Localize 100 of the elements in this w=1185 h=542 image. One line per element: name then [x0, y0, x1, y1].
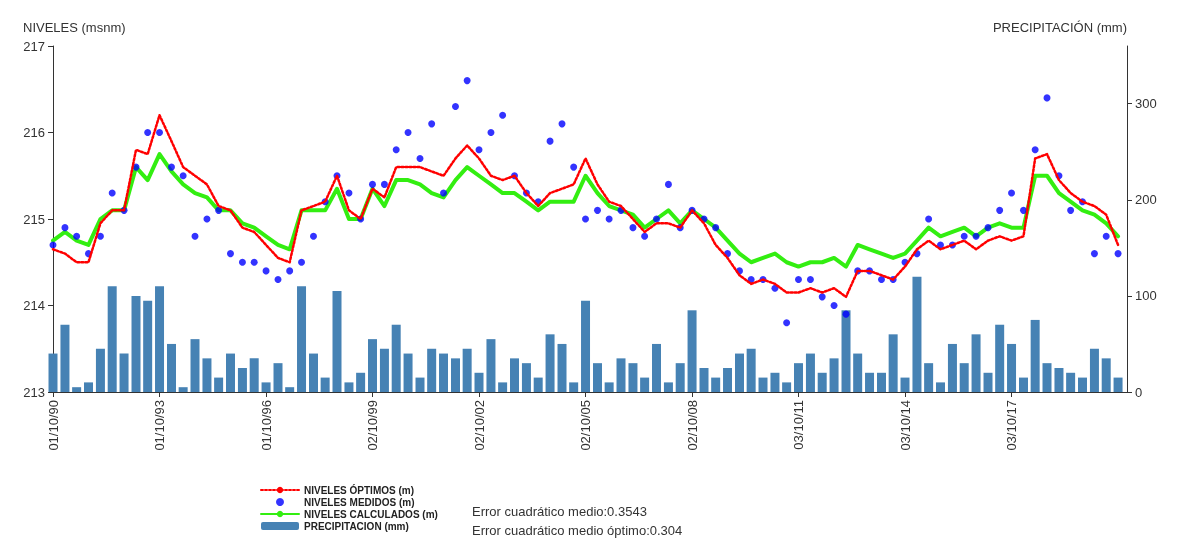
bar [1018, 377, 1028, 392]
bar [581, 300, 591, 392]
bar [344, 382, 354, 392]
bar [699, 367, 709, 392]
bar [545, 334, 555, 392]
bar [1030, 319, 1040, 392]
bar [214, 377, 224, 392]
bar [308, 353, 318, 392]
bar [1007, 343, 1017, 392]
bar [947, 343, 957, 392]
bar [746, 348, 756, 392]
bar [983, 372, 993, 392]
bar [320, 377, 330, 392]
y-tick-label: 214 [23, 298, 45, 313]
bar [995, 324, 1005, 392]
bar [521, 363, 531, 392]
bar [1089, 348, 1099, 392]
bar [249, 358, 259, 392]
bar [782, 382, 792, 392]
bar [616, 358, 626, 392]
bar [569, 382, 579, 392]
y-tick-label: 213 [23, 384, 45, 400]
bar [509, 358, 519, 392]
bar [959, 363, 969, 392]
bar [770, 372, 780, 392]
bar [675, 363, 685, 392]
bar [533, 377, 543, 392]
y-tick-label: 215 [23, 211, 45, 227]
bar [427, 348, 437, 392]
bar [924, 363, 934, 392]
bar [592, 363, 602, 392]
bar [912, 276, 922, 392]
y2-axis-title: PRECIPITACIÓN (mm) [992, 20, 1127, 35]
bar [1077, 377, 1087, 392]
y-axis-title: NIVELES (msnm) [23, 20, 126, 35]
bar [143, 300, 153, 392]
bar [297, 286, 307, 392]
bar [474, 372, 484, 392]
bar [202, 358, 212, 392]
bar [237, 367, 247, 392]
bar [83, 382, 93, 392]
x-tick-label: 02/10/08 [684, 400, 700, 451]
bar [663, 382, 673, 392]
bar [48, 353, 58, 392]
x-tick-label: 02/10/99 [365, 400, 381, 451]
bar [95, 348, 105, 392]
bar [439, 353, 449, 392]
bar [640, 377, 650, 392]
bar [1066, 372, 1076, 392]
bar [711, 377, 721, 392]
bar [876, 372, 886, 392]
y-tick-label: 216 [23, 125, 45, 140]
bar [415, 377, 425, 392]
text: Error cuadrático medio:0.3543 [472, 504, 647, 519]
legend-label: NIVELES CALCULADOS (m) [304, 508, 438, 520]
bar [604, 382, 614, 392]
bar [356, 372, 366, 392]
x-tick-label: 02/10/05 [578, 400, 594, 451]
bar [805, 353, 815, 392]
bar [734, 353, 744, 392]
bar [888, 334, 898, 392]
y2-tick-label: 0 [1135, 384, 1143, 400]
bar [261, 382, 271, 392]
x-tick-label: 01/10/96 [258, 400, 274, 451]
y2-tick-label: 200 [1135, 192, 1157, 208]
bar [498, 382, 508, 392]
y2-tick-label: 100 [1135, 288, 1157, 304]
x-tick-label: 01/10/93 [152, 400, 168, 451]
bar [107, 286, 117, 392]
bar [829, 358, 839, 392]
bar [758, 377, 768, 392]
bar [853, 353, 863, 392]
legend-label: PRECIPITACION (mm) [304, 520, 409, 532]
bar [841, 310, 851, 392]
bar [865, 372, 875, 392]
bar [1113, 377, 1123, 392]
bar [391, 324, 401, 392]
y2-tick-label: 300 [1135, 96, 1157, 112]
bar [817, 372, 827, 392]
bar [332, 291, 342, 392]
bar [486, 339, 496, 392]
bar [119, 353, 129, 392]
bar [1054, 367, 1064, 392]
bar [131, 295, 141, 392]
bar [557, 343, 567, 392]
bar [935, 382, 945, 392]
legend-label: NIVELES MEDIDOS (m) [304, 496, 415, 508]
bar [225, 353, 235, 392]
bar [723, 367, 733, 392]
bar [190, 339, 200, 392]
bar [379, 348, 389, 392]
bar [1042, 363, 1052, 392]
bar [651, 343, 661, 392]
bar [628, 363, 638, 392]
bar [60, 324, 70, 392]
bar [166, 343, 176, 392]
bar [793, 363, 803, 392]
x-tick-label: 03/10/17 [1004, 400, 1020, 451]
bar [403, 353, 413, 392]
bar [178, 387, 188, 392]
